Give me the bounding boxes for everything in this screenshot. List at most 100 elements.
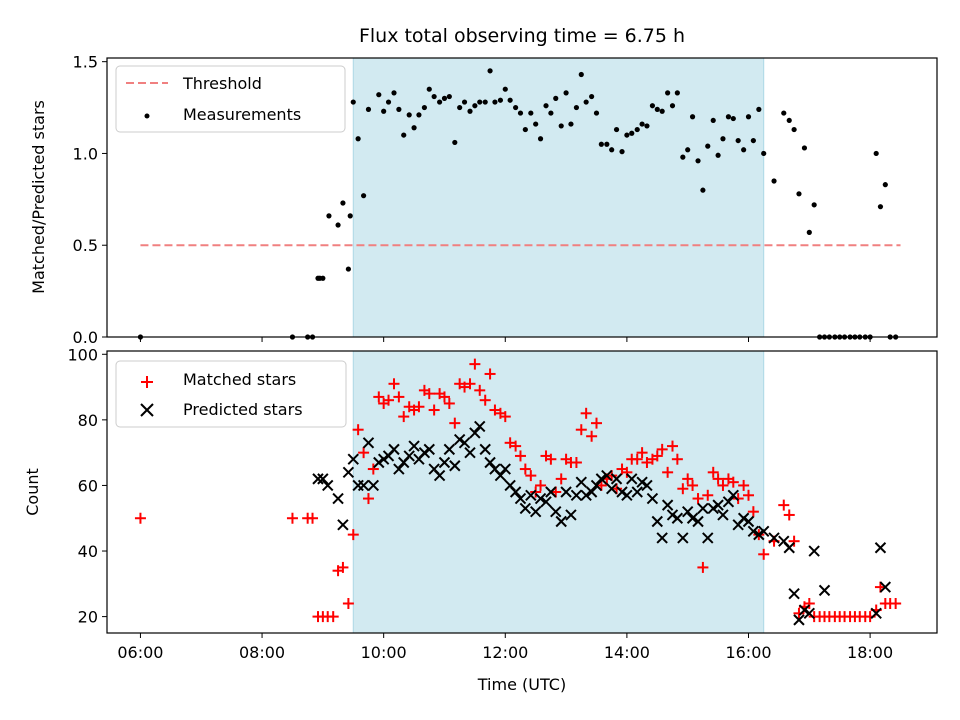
matched-star-point (362, 493, 374, 505)
predicted-star-point (610, 473, 623, 485)
measurement-point (665, 90, 671, 96)
matched-star-point (398, 411, 410, 423)
legend-measurements-swatch (144, 113, 150, 119)
predicted-star-point (550, 505, 562, 518)
predicted-star-point (666, 509, 679, 521)
measurement-point (674, 90, 680, 96)
matched-star-point (707, 466, 719, 478)
bottom-y-tick-label: 40 (78, 542, 98, 561)
matched-star-point (464, 378, 476, 390)
matched-star-point (651, 450, 663, 462)
predicted-star-point (373, 456, 385, 469)
matched-star-point (687, 479, 699, 491)
predicted-star-point (677, 532, 689, 544)
predicted-star-point (631, 486, 643, 498)
measurement-point (396, 106, 402, 112)
matched-star-point (793, 607, 805, 619)
matched-star-point (575, 424, 587, 436)
predicted-star-point (575, 476, 587, 488)
predicted-star-point (874, 542, 887, 554)
predicted-star-point (697, 502, 709, 515)
matched-star-point (327, 611, 339, 623)
measurement-point (604, 141, 610, 147)
predicted-star-point (636, 476, 648, 488)
predicted-star-point (692, 515, 704, 528)
bottom-legend-box (115, 360, 347, 428)
measurement-point (365, 106, 372, 112)
matched-star-point (383, 394, 395, 406)
predicted-star-point (534, 492, 547, 505)
measurement-point (781, 110, 787, 116)
measurement-point (685, 147, 691, 153)
measurement-point (578, 71, 584, 78)
measurement-point (563, 90, 569, 96)
matched-star-point (692, 493, 704, 505)
predicted-star-point (712, 499, 724, 511)
predicted-star-point (671, 512, 684, 524)
predicted-star-point (661, 499, 674, 511)
top-legend-box (115, 65, 346, 133)
measurement-point (492, 99, 498, 105)
measurement-point (771, 178, 777, 184)
predicted-star-point (793, 614, 805, 626)
matched-star-point (352, 424, 364, 436)
measurement-point (589, 93, 595, 100)
matched-star-point (738, 479, 750, 491)
measurement-point (806, 229, 812, 235)
chart-title: Flux total observing time = 6.75 h (359, 25, 685, 47)
measurement-point (406, 112, 412, 118)
predicted-star-point (595, 473, 608, 485)
measurement-point (431, 93, 437, 100)
legend-threshold-label: Threshold (182, 74, 262, 93)
predicted-star-point (337, 519, 349, 531)
legend-predicted-swatch (140, 403, 154, 417)
predicted-star-point (626, 473, 638, 485)
predicted-star-point (727, 489, 740, 501)
predicted-star-point (808, 545, 820, 557)
measurement-point (715, 152, 721, 158)
bottom-x-tick-label: 08:00 (239, 643, 285, 662)
predicted-star-point (332, 492, 344, 505)
predicted-star-point (362, 437, 375, 449)
measurement-point (761, 150, 767, 157)
predicted-star-point (347, 453, 359, 465)
top-y-ticks: 0.0 0.5 1.0 1.5 (73, 53, 107, 347)
x-axis-label: Time (UTC) (477, 675, 566, 694)
bottom-panel: 20 40 60 80 100 06:00 08:00 10:00 12:00 14:00 16:… (23, 345, 938, 694)
predicted-star-point (702, 532, 714, 544)
measurement-point (345, 266, 351, 272)
bottom-y-tick-label: 20 (78, 608, 98, 627)
matched-star-point (702, 489, 714, 501)
matched-star-point (347, 529, 359, 541)
measurement-point (340, 200, 346, 206)
predicted-star-point (418, 446, 431, 459)
measurement-point (700, 187, 706, 193)
measurement-point (609, 147, 615, 153)
predicted-star-point (803, 607, 816, 620)
matched-star-point (621, 466, 633, 478)
predicted-star-point (747, 525, 760, 538)
matched-star-point (586, 430, 598, 442)
matched-star-point (631, 453, 643, 465)
predicted-star-point (565, 509, 577, 521)
predicted-star-point (646, 492, 659, 505)
measurement-point (583, 99, 589, 105)
matched-star-point (479, 394, 491, 406)
predicted-star-point (317, 473, 329, 485)
measurement-point (537, 136, 544, 142)
predicted-star-point (560, 486, 572, 498)
matched-star-point (662, 466, 674, 478)
bottom-x-tick-label: 16:00 (725, 643, 771, 662)
matched-star-point (484, 368, 496, 380)
predicted-star-point (479, 443, 491, 456)
predicted-star-point (870, 607, 882, 620)
measurement-point (669, 103, 676, 109)
predicted-star-point (601, 469, 613, 482)
matched-stars-points (134, 358, 902, 623)
measurement-point (624, 132, 630, 138)
matched-star-point (743, 489, 755, 501)
predicted-star-point (545, 486, 557, 498)
predicted-star-point (474, 420, 486, 433)
measurement-point (361, 193, 367, 199)
bottom-axes-frame (106, 350, 938, 634)
